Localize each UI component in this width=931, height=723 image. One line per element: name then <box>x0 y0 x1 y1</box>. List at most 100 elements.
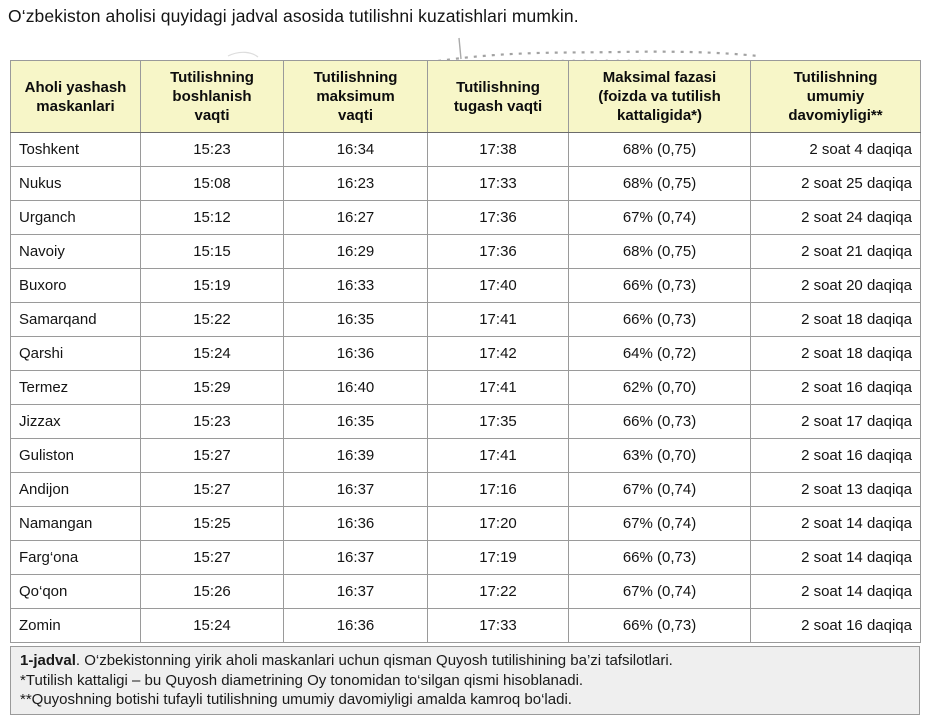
max-phase-cell: 62% (0,70) <box>568 370 751 405</box>
page-title: O‘zbekiston aholisi quyidagi jadval asos… <box>8 6 579 26</box>
end-time-cell: 17:38 <box>427 132 569 167</box>
footnote-line-3: **Quyoshning botishi tufayli tutilishnin… <box>20 691 572 708</box>
duration-cell: 2 soat 16 daqiqa <box>750 608 921 643</box>
max-phase-cell: 68% (0,75) <box>568 132 751 167</box>
max-time-cell: 16:36 <box>283 336 428 371</box>
start-time-cell: 15:26 <box>140 574 284 609</box>
footnote-line-1: 1-jadval. O‘zbekistonning yirik aholi ma… <box>20 651 910 671</box>
table-row: Termez 15:29 16:40 17:41 62% (0,70) 2 soat 16… <box>10 370 921 405</box>
duration-cell: 2 soat 14 daqiqa <box>750 540 921 575</box>
max-phase-cell: 66% (0,73) <box>568 268 751 303</box>
city-cell: Zomin <box>10 608 141 643</box>
max-phase-cell: 66% (0,73) <box>568 540 751 575</box>
city-cell: Andijon <box>10 472 141 507</box>
duration-cell: 2 soat 18 daqiqa <box>750 302 921 337</box>
city-cell: Jizzax <box>10 404 141 439</box>
city-cell: Nukus <box>10 166 141 201</box>
duration-cell: 2 soat 17 daqiqa <box>750 404 921 439</box>
max-time-cell: 16:36 <box>283 506 428 541</box>
max-time-cell: 16:27 <box>283 200 428 235</box>
city-cell: Namangan <box>10 506 141 541</box>
table-row: Qo‘qon 15:26 16:37 17:22 67% (0,74) 2 soat 14… <box>10 574 921 609</box>
start-time-cell: 15:08 <box>140 166 284 201</box>
start-time-cell: 15:24 <box>140 608 284 643</box>
duration-cell: 2 soat 18 daqiqa <box>750 336 921 371</box>
column-header-0: Aholi yashash maskanlari <box>10 60 141 133</box>
city-cell: Urganch <box>10 200 141 235</box>
column-header-1: Tutilishning boshlanish vaqti <box>140 60 284 133</box>
start-time-cell: 15:27 <box>140 438 284 473</box>
city-cell: Samarqand <box>10 302 141 337</box>
table-row: Urganch 15:12 16:27 17:36 67% (0,74) 2 soat 2… <box>10 200 921 235</box>
table-footnote: 1-jadval. O‘zbekistonning yirik aholi ma… <box>10 646 920 715</box>
table-header-row: Aholi yashash maskanlari Tutilishning bos… <box>10 60 921 133</box>
table-row: Navoiy 15:15 16:29 17:36 68% (0,75) 2 soat 21… <box>10 234 921 269</box>
max-phase-cell: 67% (0,74) <box>568 200 751 235</box>
duration-cell: 2 soat 20 daqiqa <box>750 268 921 303</box>
end-time-cell: 17:33 <box>427 608 569 643</box>
start-time-cell: 15:22 <box>140 302 284 337</box>
table-row: Toshkent 15:23 16:34 17:38 68% (0,75) 2 soat … <box>10 132 921 167</box>
city-cell: Buxoro <box>10 268 141 303</box>
table-row: Zomin 15:24 16:36 17:33 66% (0,73) 2 soat 16 … <box>10 608 921 643</box>
column-header-5: Tutilishning umumiy davomiyligi** <box>750 60 921 133</box>
footnote-line-2: *Tutilish kattaligi – bu Quyosh diametri… <box>20 671 584 689</box>
max-time-cell: 16:39 <box>283 438 428 473</box>
end-time-cell: 17:41 <box>427 370 569 405</box>
column-header-3: Tutilishning tugash vaqti <box>427 60 569 133</box>
start-time-cell: 15:23 <box>140 404 284 439</box>
duration-cell: 2 soat 13 daqiqa <box>750 472 921 507</box>
max-phase-cell: 68% (0,75) <box>568 166 751 201</box>
max-phase-cell: 63% (0,70) <box>568 438 751 473</box>
column-header-2: Tutilishning maksimum vaqti <box>283 60 428 133</box>
city-cell: Farg‘ona <box>10 540 141 575</box>
end-time-cell: 17:16 <box>427 472 569 507</box>
max-time-cell: 16:35 <box>283 404 428 439</box>
max-time-cell: 16:29 <box>283 234 428 269</box>
duration-cell: 2 soat 14 daqiqa <box>750 574 921 609</box>
max-phase-cell: 66% (0,73) <box>568 608 751 643</box>
end-time-cell: 17:36 <box>427 200 569 235</box>
max-phase-cell: 68% (0,75) <box>568 234 751 269</box>
table-row: Nukus 15:08 16:23 17:33 68% (0,75) 2 soat 25 … <box>10 166 921 201</box>
table-row: Samarqand 15:22 16:35 17:41 66% (0,73) 2 soat… <box>10 302 921 337</box>
table-row: Farg‘ona 15:27 16:37 17:19 66% (0,73) 2 soat … <box>10 540 921 575</box>
end-time-cell: 17:41 <box>427 438 569 473</box>
city-cell: Qo‘qon <box>10 574 141 609</box>
max-time-cell: 16:37 <box>283 472 428 507</box>
end-time-cell: 17:19 <box>427 540 569 575</box>
end-time-cell: 17:40 <box>427 268 569 303</box>
duration-cell: 2 soat 16 daqiqa <box>750 438 921 473</box>
start-time-cell: 15:23 <box>140 132 284 167</box>
end-time-cell: 17:33 <box>427 166 569 201</box>
max-time-cell: 16:35 <box>283 302 428 337</box>
duration-cell: 2 soat 14 daqiqa <box>750 506 921 541</box>
table-row: Jizzax 15:23 16:35 17:35 66% (0,73) 2 soat 17… <box>10 404 921 439</box>
city-cell: Toshkent <box>10 132 141 167</box>
table-row: Buxoro 15:19 16:33 17:40 66% (0,73) 2 soat 20… <box>10 268 921 303</box>
start-time-cell: 15:12 <box>140 200 284 235</box>
max-phase-cell: 64% (0,72) <box>568 336 751 371</box>
max-time-cell: 16:40 <box>283 370 428 405</box>
max-time-cell: 16:36 <box>283 608 428 643</box>
duration-cell: 2 soat 16 daqiqa <box>750 370 921 405</box>
end-time-cell: 17:20 <box>427 506 569 541</box>
max-phase-cell: 67% (0,74) <box>568 472 751 507</box>
max-phase-cell: 66% (0,73) <box>568 302 751 337</box>
table-row: Namangan 15:25 16:36 17:20 67% (0,74) 2 soat … <box>10 506 921 541</box>
max-phase-cell: 67% (0,74) <box>568 574 751 609</box>
table-number-label: 1-jadval <box>20 652 76 669</box>
city-cell: Guliston <box>10 438 141 473</box>
table-row: Qarshi 15:24 16:36 17:42 64% (0,72) 2 soat 18… <box>10 336 921 371</box>
city-cell: Navoiy <box>10 234 141 269</box>
end-time-cell: 17:41 <box>427 302 569 337</box>
start-time-cell: 15:29 <box>140 370 284 405</box>
max-time-cell: 16:37 <box>283 540 428 575</box>
end-time-cell: 17:22 <box>427 574 569 609</box>
eclipse-table: Aholi yashash maskanlari Tutilishning bos… <box>10 60 921 643</box>
max-time-cell: 16:23 <box>283 166 428 201</box>
end-time-cell: 17:35 <box>427 404 569 439</box>
max-time-cell: 16:34 <box>283 132 428 167</box>
start-time-cell: 15:25 <box>140 506 284 541</box>
